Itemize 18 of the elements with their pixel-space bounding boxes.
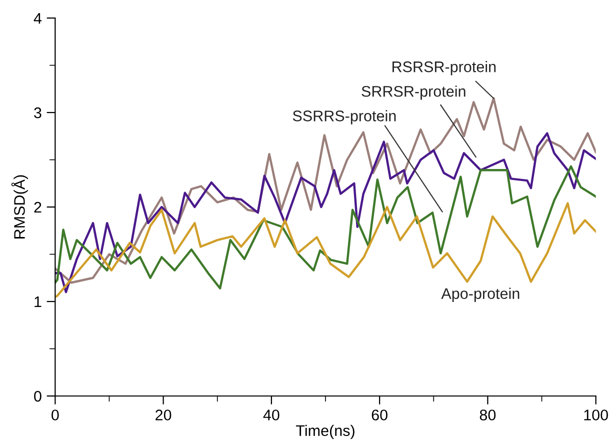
x-tick-label: 0 [52,410,59,420]
y-tick-label: 1 [34,296,42,308]
text: SSRRS-protein [292,110,396,124]
series-label: RSRSR-protein [392,61,496,76]
x-tick-label: 100 [584,410,608,420]
y-axis-title: RMSD(Å) [11,175,28,238]
text: SRRSR-protein [362,86,466,100]
x-tick-label: 80 [480,410,496,420]
x-axis-title: Time(ns) [296,424,354,440]
y-tick-label: 3 [34,107,42,118]
line-series [55,165,596,290]
y-tick-label: 0 [34,390,42,402]
y-tick-label: 4 [34,13,42,24]
y-tick-label: 2 [34,202,42,213]
x-tick-label: 40 [263,410,280,420]
x-tick-label: 60 [372,410,388,420]
series-label: Apo-protein [441,288,520,302]
x-tick-label: 20 [156,410,172,420]
